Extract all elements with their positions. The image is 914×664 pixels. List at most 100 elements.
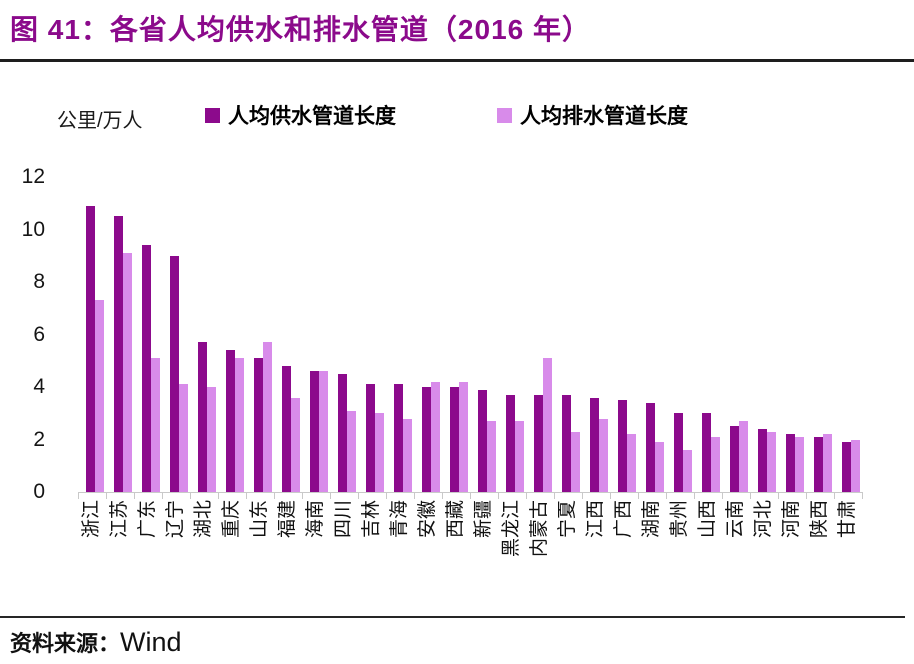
source-line: 资料来源：Wind <box>10 626 182 658</box>
bar-supply-浙江 <box>86 205 95 492</box>
x-axis-tick <box>470 492 471 499</box>
x-axis-tick <box>666 492 667 499</box>
y-axis-tick-label: 2 <box>33 427 45 451</box>
x-axis-category-label: 山西 <box>697 500 718 539</box>
y-axis-tick-label: 8 <box>33 270 45 293</box>
bar-supply-四川 <box>338 373 347 492</box>
bar-drainage-山东 <box>263 342 272 492</box>
x-axis-tick <box>694 492 695 499</box>
bar-drainage-安徽 <box>431 381 440 492</box>
bar-drainage-吉林 <box>375 413 384 492</box>
bar-supply-山西 <box>702 413 711 492</box>
bar-drainage-广西 <box>627 434 636 492</box>
bar-supply-辽宁 <box>170 255 179 492</box>
y-axis-tick-label: 6 <box>33 322 45 346</box>
x-axis-tick <box>246 492 247 499</box>
bar-supply-贵州 <box>674 413 683 492</box>
bar-drainage-贵州 <box>683 450 692 492</box>
x-axis-category-label: 福建 <box>277 500 298 539</box>
x-axis-category-label: 陕西 <box>809 500 830 539</box>
x-axis-category-label: 四川 <box>333 500 354 539</box>
x-axis-tick <box>750 492 751 499</box>
x-axis-tick <box>778 492 779 499</box>
bar-supply-陕西 <box>814 436 823 492</box>
x-axis-tick <box>638 492 639 499</box>
x-axis-category-label: 吉林 <box>361 500 382 539</box>
x-axis-category-label: 西藏 <box>445 500 466 539</box>
title-divider-line <box>0 59 914 62</box>
bar-supply-福建 <box>282 366 291 492</box>
bar-supply-甘肃 <box>842 442 851 492</box>
bar-drainage-山西 <box>711 436 720 492</box>
x-axis-tick <box>162 492 163 499</box>
x-axis-category-label: 青海 <box>389 500 410 539</box>
figure-title: 图 41：各省人均供水和排水管道（2016 年） <box>10 14 591 45</box>
x-axis-category-label: 江苏 <box>109 500 130 539</box>
chart-legend: 人均供水管道长度 人均排水管道长度 <box>0 100 914 128</box>
bar-supply-湖北 <box>198 342 207 492</box>
x-axis-category-label: 甘肃 <box>837 500 858 539</box>
bar-supply-重庆 <box>226 350 235 492</box>
y-axis-unit-label: 公里/万人 <box>57 110 143 132</box>
x-axis-category-label: 安徽 <box>417 500 438 539</box>
x-axis-tick <box>134 492 135 499</box>
legend-item-drainage: 人均排水管道长度 <box>497 100 688 130</box>
bar-drainage-浙江 <box>95 300 104 492</box>
drainage-series-swatch-icon <box>497 107 512 123</box>
bar-drainage-黑龙江 <box>515 421 524 492</box>
x-axis-tick <box>442 492 443 499</box>
bar-supply-江西 <box>590 397 599 492</box>
bar-drainage-宁夏 <box>571 431 580 492</box>
bar-drainage-河北 <box>767 431 776 492</box>
x-axis-category-label: 河南 <box>781 500 802 539</box>
bar-supply-海南 <box>310 371 319 492</box>
x-axis-tick <box>274 492 275 499</box>
x-axis-tick <box>610 492 611 499</box>
x-axis-category-label: 广东 <box>137 500 158 539</box>
x-axis-category-label: 浙江 <box>81 500 102 539</box>
bar-supply-宁夏 <box>562 394 571 492</box>
y-axis-tick-label: 0 <box>33 480 45 503</box>
x-axis-tick <box>218 492 219 499</box>
bar-supply-广东 <box>142 245 151 492</box>
x-axis-tick <box>834 492 835 499</box>
legend-item-supply: 人均供水管道长度 <box>205 100 396 130</box>
x-axis-category-label: 新疆 <box>473 500 494 539</box>
bar-drainage-内蒙古 <box>543 358 552 492</box>
supply-series-swatch-icon <box>205 107 220 123</box>
x-axis-tick <box>526 492 527 499</box>
bar-drainage-江苏 <box>123 253 132 492</box>
bar-supply-山东 <box>254 358 263 492</box>
x-axis-tick <box>78 492 79 499</box>
bar-drainage-湖北 <box>207 387 216 492</box>
bar-supply-云南 <box>730 426 739 492</box>
x-axis-tick <box>358 492 359 499</box>
bar-supply-河南 <box>786 434 795 492</box>
x-axis-tick <box>722 492 723 499</box>
bar-drainage-江西 <box>599 418 608 492</box>
x-axis-category-label: 重庆 <box>221 500 242 539</box>
x-axis-category-label: 海南 <box>305 500 326 539</box>
x-axis-category-label: 黑龙江 <box>501 500 522 558</box>
bar-supply-新疆 <box>478 389 487 492</box>
y-axis-tick-label: 4 <box>33 375 45 398</box>
x-axis-category-label: 河北 <box>753 500 774 539</box>
bar-supply-内蒙古 <box>534 394 543 492</box>
bar-drainage-福建 <box>291 397 300 492</box>
x-axis-tick <box>302 492 303 499</box>
bar-drainage-甘肃 <box>851 439 860 492</box>
bar-drainage-广东 <box>151 358 160 492</box>
bar-supply-湖南 <box>646 402 655 492</box>
x-axis-tick <box>498 492 499 499</box>
x-axis-category-label: 内蒙古 <box>529 500 550 558</box>
legend-label-drainage: 人均排水管道长度 <box>520 105 688 128</box>
x-axis-category-label: 贵州 <box>669 500 690 539</box>
bar-drainage-辽宁 <box>179 384 188 492</box>
bar-drainage-重庆 <box>235 358 244 492</box>
bar-supply-西藏 <box>450 387 459 492</box>
x-axis-category-label: 广西 <box>613 500 634 539</box>
bar-drainage-河南 <box>795 436 804 492</box>
bar-drainage-西藏 <box>459 381 468 492</box>
x-axis-category-label: 宁夏 <box>557 500 578 539</box>
bar-supply-河北 <box>758 429 767 492</box>
